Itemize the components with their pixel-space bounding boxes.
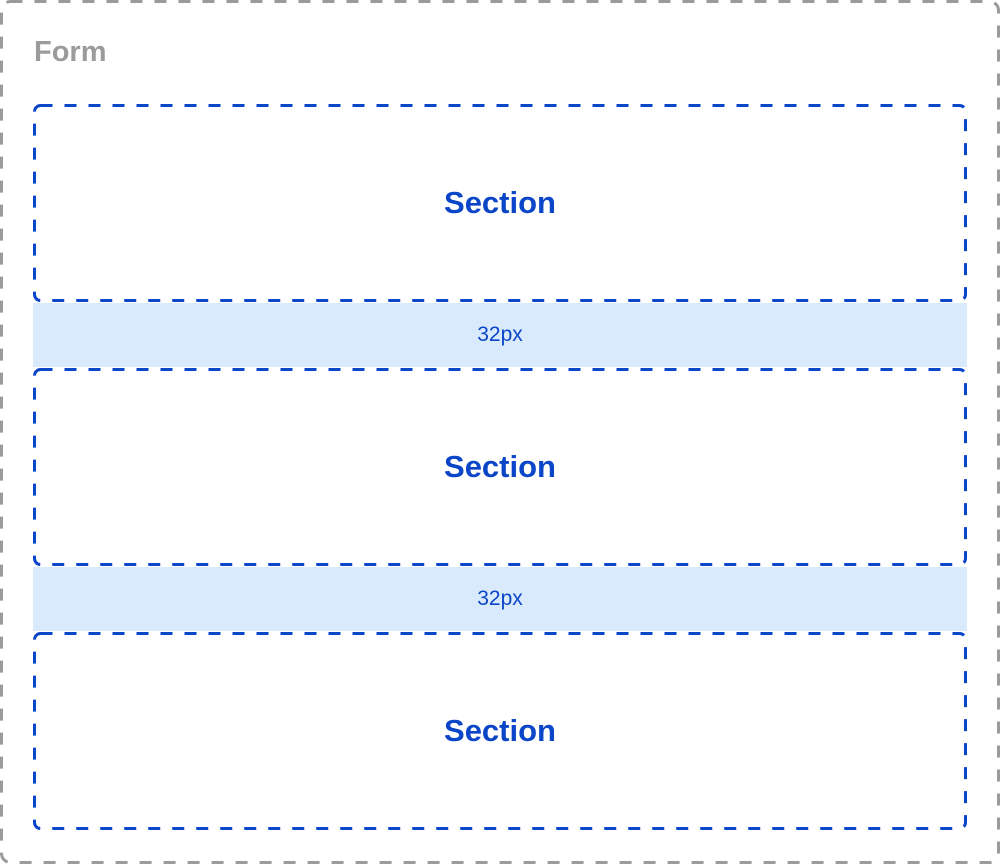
section-border — [33, 368, 967, 566]
section-2: Section — [33, 368, 967, 566]
section-label: Section — [444, 185, 556, 220]
section-border — [33, 104, 967, 302]
section-border — [33, 632, 967, 830]
gap-spacing-1: 32px — [33, 303, 967, 367]
section-3: Section — [33, 632, 967, 830]
section-1: Section — [33, 104, 967, 302]
section-label: Section — [444, 449, 556, 484]
section-label: Section — [444, 713, 556, 748]
gap-spacing-2: 32px — [33, 567, 967, 631]
form-title: Form — [34, 36, 107, 68]
